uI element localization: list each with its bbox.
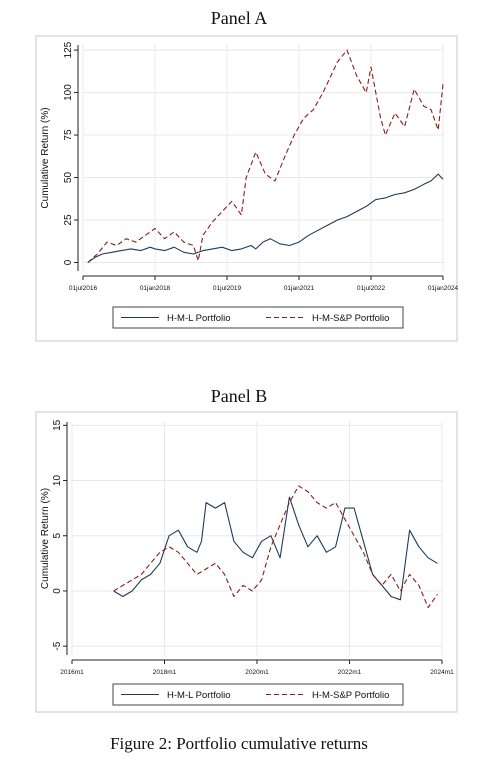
legend-label-hmsp: H-M-S&P Portfolio <box>312 313 389 324</box>
x-tick-label: 01jan2021 <box>284 285 315 292</box>
y-axis-label: Cumulative Return (%) <box>40 107 51 208</box>
y-tick-label: 25 <box>63 214 74 226</box>
panel-b-chart: -5 0 5 10 15 2016m1 2018m1 2020m1 2022m1 2024m1 Cu… <box>35 411 458 713</box>
graph-frame <box>35 411 458 713</box>
x-tick-label: 01jul2016 <box>69 285 98 292</box>
y-tick-label: 125 <box>63 41 74 58</box>
x-tick-label: 2018m1 <box>153 669 177 676</box>
x-tick-label: 01jul2019 <box>213 285 242 292</box>
legend-label-hmsp: H-M-S&P Portfolio <box>312 690 389 701</box>
x-tick-label: 01jan2018 <box>140 285 171 292</box>
hml-series-line <box>113 496 438 601</box>
panel-b-title: Panel B <box>210 386 268 406</box>
x-tick-label: 2016m1 <box>60 669 84 676</box>
panel-a-title: Panel A <box>210 8 268 28</box>
legend-label-hml: H-M-L Portfolio <box>167 690 231 701</box>
y-tick-label: -5 <box>52 641 63 650</box>
y-tick-label: 0 <box>63 259 74 265</box>
hml-series-line <box>87 173 444 263</box>
legend-box <box>112 683 404 706</box>
x-tick-label: 01jul2022 <box>357 285 386 292</box>
x-tick-label: 2022m1 <box>338 669 362 676</box>
x-tick-label: 2024m1 <box>430 669 454 676</box>
hmsp-series-line <box>113 485 438 609</box>
y-tick-label: 5 <box>52 533 63 539</box>
y-tick-label: 75 <box>63 129 74 141</box>
x-tick-label: 2020m1 <box>245 669 269 676</box>
legend-label-hml: H-M-L Portfolio <box>167 313 231 324</box>
y-tick-label: 0 <box>52 588 63 594</box>
x-tick-label: 01jan2024 <box>428 285 459 292</box>
y-tick-label: 100 <box>63 84 74 101</box>
hmsp-series-line <box>87 49 444 263</box>
y-tick-label: 15 <box>52 419 63 431</box>
y-axis-label: Cumulative Return (%) <box>40 488 51 589</box>
graph-frame <box>35 35 458 342</box>
panel-a-chart: 0 25 50 75 100 125 01jul2016 01jan2018 01jul2019… <box>35 35 459 342</box>
y-tick-label: 10 <box>52 475 63 487</box>
legend-box <box>112 306 404 329</box>
y-tick-label: 50 <box>63 172 74 184</box>
figure-caption: Figure 2: Portfolio cumulative returns <box>110 734 368 753</box>
